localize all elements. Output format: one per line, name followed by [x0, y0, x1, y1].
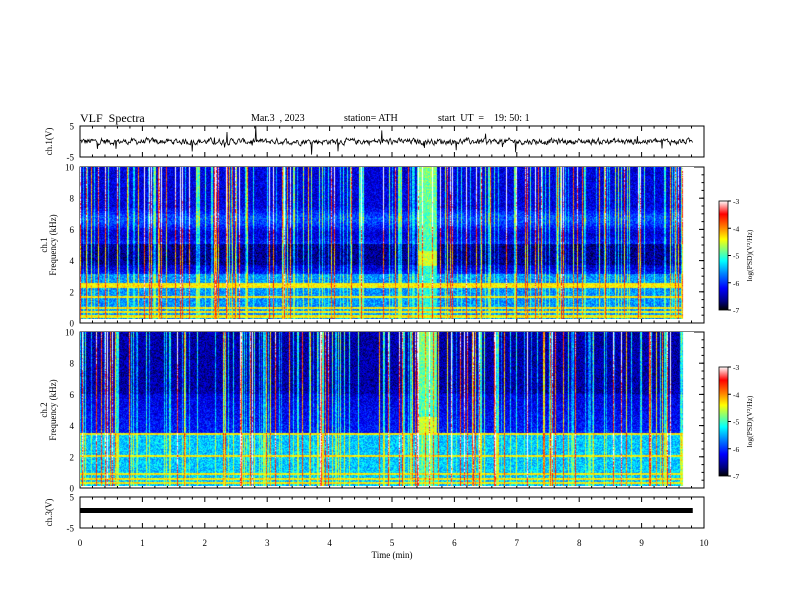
colorbar-tick-label: -4	[733, 224, 739, 233]
start-time-label: start UT = 19: 50: 1	[438, 113, 530, 124]
colorbar-tick-label: -4	[733, 390, 739, 399]
xtick-label: 7	[515, 538, 520, 548]
ytick-label: 5	[70, 122, 75, 132]
xtick-label: 0	[78, 538, 83, 548]
station-label: station= ATH	[344, 113, 398, 124]
ylabel: ch.1(V)	[44, 128, 54, 156]
ytick-label: 4	[70, 256, 75, 266]
colorbar-label: log(PSD)(V²/Hz)	[745, 229, 754, 281]
ytick-label: 0	[70, 484, 75, 494]
ylabel: Frequency (kHz)	[48, 214, 58, 275]
xtick-label: 3	[265, 538, 270, 548]
ytick-label: 2	[70, 452, 75, 462]
xtick-label: 1	[140, 538, 145, 548]
colorbar-tick-label: -5	[733, 252, 739, 261]
colorbar-tick-label: -3	[733, 363, 739, 372]
ytick-label: 10	[65, 328, 75, 338]
ytick-label: 2	[70, 287, 75, 297]
ytick-label: 8	[70, 359, 75, 369]
ylabel: ch.2	[39, 402, 49, 417]
xtick-label: 4	[327, 538, 332, 548]
ytick-label: 10	[65, 163, 75, 173]
ch2-spectrogram-image	[80, 332, 694, 486]
ytick-label: 5	[70, 493, 75, 503]
date-label: Mar.3 , 2023	[251, 113, 305, 124]
ytick-label: 6	[70, 225, 75, 235]
xtick-label: 10	[700, 538, 710, 548]
ytick-label: 4	[70, 421, 75, 431]
xtick-label: 5	[390, 538, 395, 548]
colorbar-tick-label: -7	[733, 472, 739, 481]
ytick-label: 6	[70, 390, 75, 400]
ylabel: ch.3(V)	[44, 499, 54, 527]
ytick-label: 0	[70, 319, 75, 329]
colorbar-label: log(PSD)(V²/Hz)	[745, 395, 754, 447]
ytick-label: -5	[67, 524, 75, 534]
colorbar-1	[718, 200, 729, 311]
xtick-label: 6	[452, 538, 457, 548]
xtick-label: 9	[639, 538, 644, 548]
ytick-label: 8	[70, 194, 75, 204]
ch1-spectrogram-image	[80, 167, 694, 319]
colorbar-tick-label: -6	[733, 279, 739, 288]
ytick-label: -5	[67, 153, 75, 163]
xtick-label: 2	[203, 538, 208, 548]
colorbar-2	[718, 366, 729, 477]
colorbar-tick-label: -5	[733, 418, 739, 427]
ylabel: Frequency (kHz)	[48, 379, 58, 440]
figure-title: VLF Spectra	[80, 111, 145, 125]
colorbar-tick-label: -6	[733, 445, 739, 454]
colorbar-tick-label: -7	[733, 306, 739, 315]
colorbar-tick-label: -3	[733, 197, 739, 206]
xlabel: Time (min)	[372, 550, 413, 560]
xtick-label: 8	[577, 538, 582, 548]
ylabel: ch.1	[39, 237, 49, 252]
ch1-waveform-line	[79, 125, 693, 155]
